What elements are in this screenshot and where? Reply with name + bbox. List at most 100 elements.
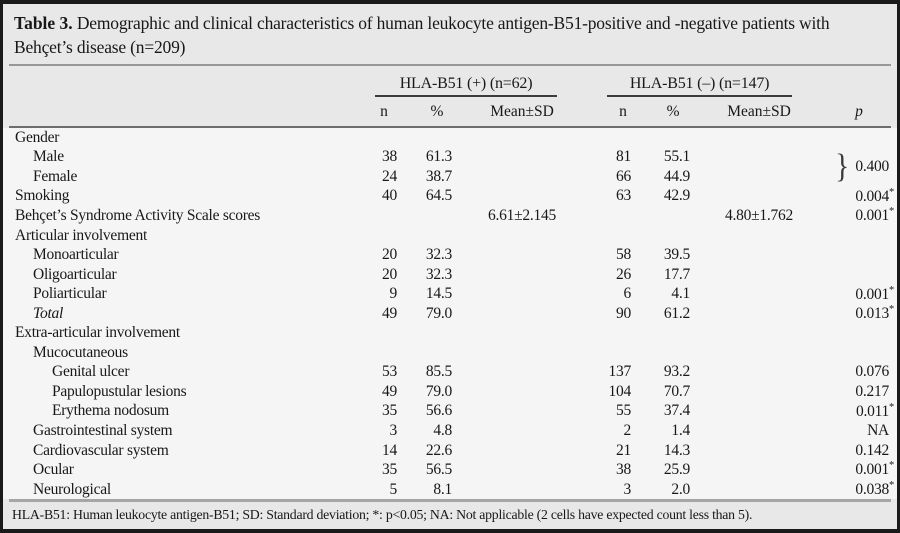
mean1-cell (465, 187, 579, 207)
n2-cell: 81 (616, 148, 631, 166)
mean1-cell (465, 382, 579, 402)
p-cell: 0.038* (855, 480, 895, 499)
mean2-cell (703, 226, 815, 246)
spacer-cell (579, 97, 603, 126)
header-divider (9, 126, 891, 128)
pct2-cell (643, 226, 703, 246)
mean2-cell (703, 402, 815, 422)
pct2-cell: 70.7 (663, 382, 690, 400)
mean1-cell (465, 402, 579, 422)
pct2-cell (643, 206, 703, 226)
n2-cell: 90 (616, 304, 631, 322)
mean2-cell (703, 441, 815, 461)
row-label: Papulopustular lesions (52, 382, 187, 400)
row-label: Oligoarticular (33, 265, 117, 283)
spacer-cell (579, 441, 603, 461)
mean2-cell (703, 265, 815, 285)
spacer-cell (579, 343, 603, 363)
spacer-cell (579, 148, 603, 168)
pct1-cell: 56.6 (425, 402, 452, 420)
col-mean2-header: Mean±SD (727, 102, 791, 120)
mean1-cell (465, 304, 579, 324)
brace-glyph: } (835, 148, 850, 186)
group1-header: HLA-B51 (+) (n=62) (375, 75, 558, 97)
n2-cell (603, 343, 643, 363)
p-cell (815, 128, 897, 148)
col-p-header: p (855, 102, 863, 120)
pct1-cell: 79.0 (425, 304, 452, 322)
p-cell: 0.076 (815, 363, 897, 383)
row-label: Total (33, 304, 64, 322)
pct1-cell: 56.5 (425, 461, 452, 479)
group2-header-cell: HLA-B51 (–) (n=147) (603, 66, 815, 97)
row-label: Gender (15, 128, 60, 146)
mean1-cell (465, 167, 579, 187)
p-cell: 0.004* (855, 186, 895, 205)
pct2-cell: 4.1 (671, 285, 690, 303)
spacer-cell (3, 97, 359, 126)
p-value: 0.011 (855, 403, 889, 420)
spacer-cell (579, 382, 603, 402)
n1-cell: 14 (382, 441, 397, 459)
mean1-cell (465, 284, 579, 304)
n1-cell: 49 (382, 382, 397, 400)
p-cell: 0.217 (815, 382, 897, 402)
table-row-genital-ulcer: Genital ulcer 53 85.5 137 93.2 0.076 (3, 363, 897, 383)
pct2-cell: 39.5 (663, 246, 690, 264)
p-value: 0.001 (855, 285, 889, 303)
pct2-cell: 37.4 (663, 402, 690, 420)
table-row-gastrointestinal: Gastrointestinal system 3 4.8 2 1.4 NA (3, 421, 897, 441)
n1-cell: 35 (382, 461, 397, 479)
n2-cell: 63 (616, 187, 631, 205)
p-value: 0.142 (855, 441, 889, 459)
col-pct1-header: % (430, 102, 444, 120)
row-label: Poliarticular (33, 285, 107, 303)
pct1-cell: 14.5 (425, 285, 452, 303)
p-cell: 0.001* (855, 206, 895, 225)
pct1-cell (409, 343, 465, 363)
spacer-cell (579, 206, 603, 226)
table-row-male: Male 38 61.3 81 55.1 } 0.400 (3, 148, 897, 183)
p-cell: 0.013* (855, 304, 895, 323)
pct1-cell: 32.3 (425, 265, 452, 283)
pct2-cell (643, 323, 703, 343)
mean2-cell: 4.80±1.762 (724, 206, 793, 224)
pct1-cell: 79.0 (425, 382, 452, 400)
table-number: Table 3. (14, 13, 73, 33)
n2-cell (603, 226, 643, 246)
n2-cell: 55 (616, 402, 631, 420)
n2-cell: 137 (608, 363, 632, 381)
spacer-cell (579, 284, 603, 304)
spacer-cell (579, 265, 603, 285)
table-row-gender: Gender (3, 128, 897, 148)
pct2-cell: 44.9 (663, 167, 690, 185)
spacer-cell (579, 323, 603, 343)
pct2-cell: 14.3 (663, 441, 690, 459)
pct1-cell: 32.3 (425, 246, 452, 264)
pct1-cell (409, 226, 465, 246)
spacer-cell (579, 66, 603, 97)
spacer-cell (579, 460, 603, 480)
mean1-cell (465, 245, 579, 265)
pct1-cell: 22.6 (425, 441, 452, 459)
spacer-cell (579, 363, 603, 383)
table-row-articular-total: Total 49 79.0 90 61.2 0.013* (3, 304, 897, 324)
mean1-cell (465, 480, 579, 500)
p-value: 0.001 (855, 207, 889, 225)
n2-cell: 38 (616, 461, 631, 479)
pct1-cell: 61.3 (425, 148, 452, 166)
group-header-row: HLA-B51 (+) (n=62) HLA-B51 (–) (n=147) (3, 66, 897, 97)
mean1-cell (465, 265, 579, 285)
mean2-cell (703, 128, 815, 148)
mean1-cell (465, 460, 579, 480)
row-label: Cardiovascular system (33, 441, 169, 459)
p-cell: 0.001* (855, 460, 895, 479)
p-value: NA (867, 421, 889, 439)
spacer-cell (579, 402, 603, 422)
group1-header-cell: HLA-B51 (+) (n=62) (359, 66, 579, 97)
n1-cell: 49 (382, 304, 397, 322)
p-value: 0.038 (855, 481, 889, 499)
n2-cell: 66 (616, 167, 631, 185)
mean1-cell (465, 323, 579, 343)
table-row-oligoarticular: Oligoarticular 20 32.3 26 17.7 (3, 265, 897, 285)
